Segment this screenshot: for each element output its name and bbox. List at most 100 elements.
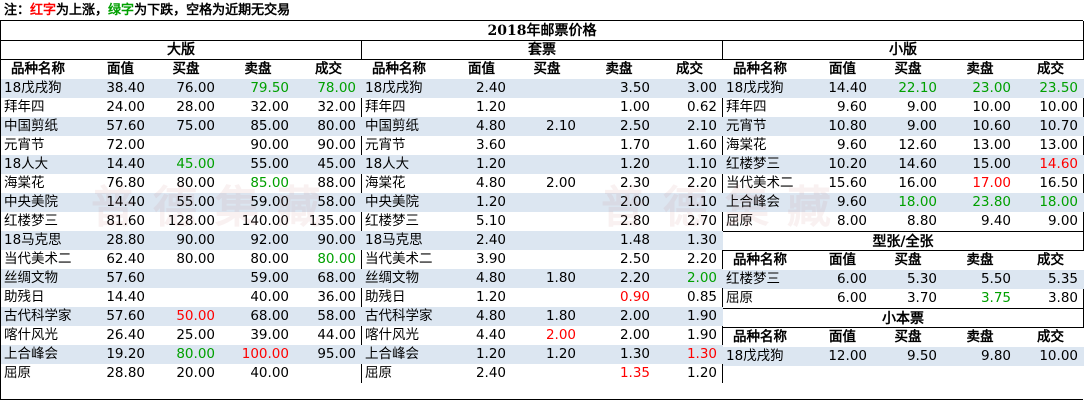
table-row: 18马克思 2.40 1.48 1.30	[362, 231, 723, 250]
cell-buy: 9.50	[873, 347, 943, 366]
cell-name: 18戊戌狗	[1, 79, 90, 98]
cell-buy	[512, 155, 582, 174]
column-header: 卖盘	[943, 60, 1017, 79]
cell-name: 中国剪纸	[362, 117, 451, 136]
cell-sell: 23.00	[943, 79, 1017, 98]
cell-face: 14.40	[106, 289, 145, 305]
cell-name: 元宵节	[365, 137, 406, 153]
cell-face: 62.40	[106, 251, 145, 267]
cell-name: 中央美院	[362, 193, 451, 212]
cell-face: 57.60	[90, 117, 151, 136]
cell-face: 3.90	[475, 251, 506, 267]
cell-deal: 80.00	[317, 251, 356, 267]
cell-buy: 76.00	[151, 79, 221, 98]
cell-buy: 80.00	[176, 175, 215, 191]
cell-name: 屈原	[726, 290, 753, 306]
table-daban: 品种名称 面值 买盘 卖盘 成交 18戊戌狗 38.40 76.00 79.50 78.00 拜年四…	[1, 60, 362, 383]
table-row: 中国剪纸 57.60 75.00 85.00 80.00	[1, 117, 362, 136]
cell-buy: 25.00	[176, 327, 215, 343]
table-row: 屈原 8.00 8.80 9.40 9.00	[723, 212, 1084, 231]
cell-sell: 1.35	[619, 365, 650, 381]
cell-face: 1.20	[451, 193, 512, 212]
column-header: 卖盘	[943, 328, 1017, 347]
cell-sell: 13.00	[972, 137, 1011, 153]
cell-sell: 85.00	[221, 117, 295, 136]
cell-face: 4.80	[475, 175, 506, 191]
cell-buy: 90.00	[151, 231, 221, 250]
table-row: 拜年四 24.00 28.00 32.00 32.00	[1, 98, 362, 117]
cell-name: 喀什风光	[4, 327, 58, 343]
cell-face: 3.60	[475, 137, 506, 153]
cell-buy: 128.00	[167, 213, 215, 229]
cell-sell: 59.00	[221, 193, 295, 212]
cell-name: 当代美术二	[4, 251, 72, 267]
cell-face: 4.80	[451, 117, 512, 136]
cell-deal: 90.00	[295, 231, 362, 250]
table-row: 18马克思 28.80 90.00 92.00 90.00	[1, 231, 362, 250]
section-title-xiaoben: 小本票	[723, 308, 1083, 328]
cell-buy	[512, 250, 582, 269]
cell-name: 上合峰会	[362, 345, 451, 364]
table-row: 18戊戌狗 12.00 9.50 9.80 10.00	[723, 347, 1084, 366]
table-row: 屈原 28.80 20.00 40.00	[1, 364, 362, 383]
cell-sell: 2.20	[582, 269, 656, 288]
table-xiaoben: 品种名称 面值 买盘 卖盘 成交 18戊戌狗 12.00 9.50 9.80 10.00	[723, 328, 1084, 366]
cell-name: 拜年四	[4, 99, 45, 115]
cell-buy: 5.30	[873, 270, 943, 289]
cell-deal: 10.00	[1039, 99, 1078, 115]
cell-deal: 10.70	[1017, 117, 1084, 136]
cell-sell: 0.90	[619, 289, 650, 305]
column-header: 面值	[812, 60, 873, 79]
cell-face: 28.80	[90, 231, 151, 250]
cell-name: 18戊戌狗	[362, 79, 451, 98]
cell-deal: 13.00	[1039, 137, 1078, 153]
cell-face: 8.00	[836, 213, 867, 229]
cell-deal: 1.60	[686, 137, 717, 153]
cell-deal: 90.00	[317, 137, 356, 153]
table-row: 喀什风光 4.40 2.00 2.00 1.90	[362, 326, 723, 345]
cell-face: 4.80	[451, 269, 512, 288]
cell-deal: 9.00	[1047, 213, 1078, 229]
cell-sell: 1.70	[619, 137, 650, 153]
cell-name: 元宵节	[4, 137, 45, 153]
cell-deal: 2.00	[656, 269, 723, 288]
cell-deal: 2.20	[686, 251, 717, 267]
cell-name: 18戊戌狗	[723, 347, 812, 366]
table-row: 古代科学家 4.80 1.80 2.00 1.90	[362, 307, 723, 326]
column-header: 品种名称	[1, 60, 90, 79]
note-prefix: 注：	[4, 3, 31, 18]
cell-deal: 0.85	[686, 289, 717, 305]
cell-name: 当代美术二	[365, 251, 433, 267]
cell-face: 1.20	[475, 289, 506, 305]
cell-sell: 2.00	[619, 327, 650, 343]
cell-name: 丝绸文物	[1, 269, 90, 288]
table-row: 助残日 14.40 40.00 36.00	[1, 288, 362, 307]
cell-deal: 3.80	[1047, 290, 1078, 306]
cell-name: 当代美术二	[726, 175, 794, 191]
cell-name: 拜年四	[365, 99, 406, 115]
cell-name: 海棠花	[365, 175, 406, 191]
cell-name: 18马克思	[362, 231, 451, 250]
cell-sell: 3.75	[980, 290, 1011, 306]
cell-sell: 10.00	[972, 99, 1011, 115]
cell-sell: 1.00	[619, 99, 650, 115]
table-row: 助残日 1.20 0.90 0.85	[362, 288, 723, 307]
cell-deal: 1.10	[656, 155, 723, 174]
price-sheet: 2018年邮票价格 大版 品种名称 面值 买盘 卖盘 成交 18戊戌狗 38.40 76.00…	[0, 20, 1084, 400]
column-header: 卖盘	[221, 60, 295, 79]
table-row: 18戊戌狗 2.40 3.50 3.00	[362, 79, 723, 98]
cell-buy: 45.00	[151, 155, 221, 174]
section-taopiao: 套票 品种名称 面值 买盘 卖盘 成交 18戊戌狗 2.40 3.50 3.00 拜年四 1.20 1…	[362, 41, 723, 383]
column-header: 面值	[812, 328, 873, 347]
cell-face: 9.60	[836, 137, 867, 153]
cell-buy	[151, 136, 221, 155]
cell-face: 2.40	[475, 365, 506, 381]
cell-sell: 80.00	[250, 251, 289, 267]
column-header: 品种名称	[723, 251, 812, 270]
cell-buy: 50.00	[151, 307, 221, 326]
table-row: 18人大 14.40 45.00 55.00 45.00	[1, 155, 362, 174]
cell-deal: 16.50	[1039, 175, 1078, 191]
cell-sell: 9.40	[980, 213, 1011, 229]
cell-buy	[512, 212, 582, 231]
cell-sell: 5.50	[943, 270, 1017, 289]
